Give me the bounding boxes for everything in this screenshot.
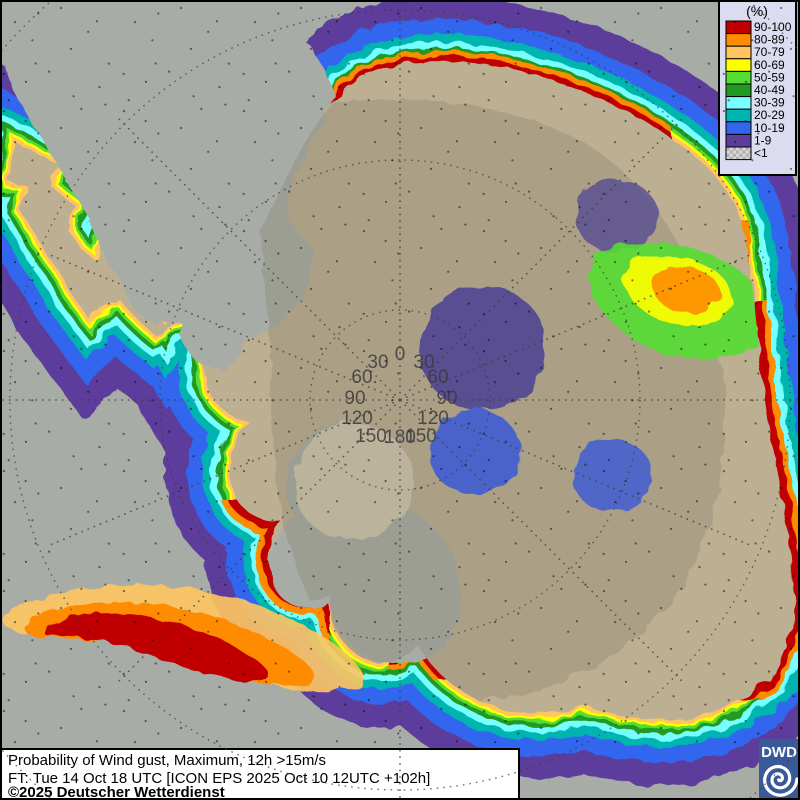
svg-text:Probability of Wind gust, Maxi: Probability of Wind gust, Maximum, 12h >…: [8, 752, 326, 769]
svg-text:©2025 Deutscher Wetterdienst: ©2025 Deutscher Wetterdienst: [8, 784, 225, 800]
